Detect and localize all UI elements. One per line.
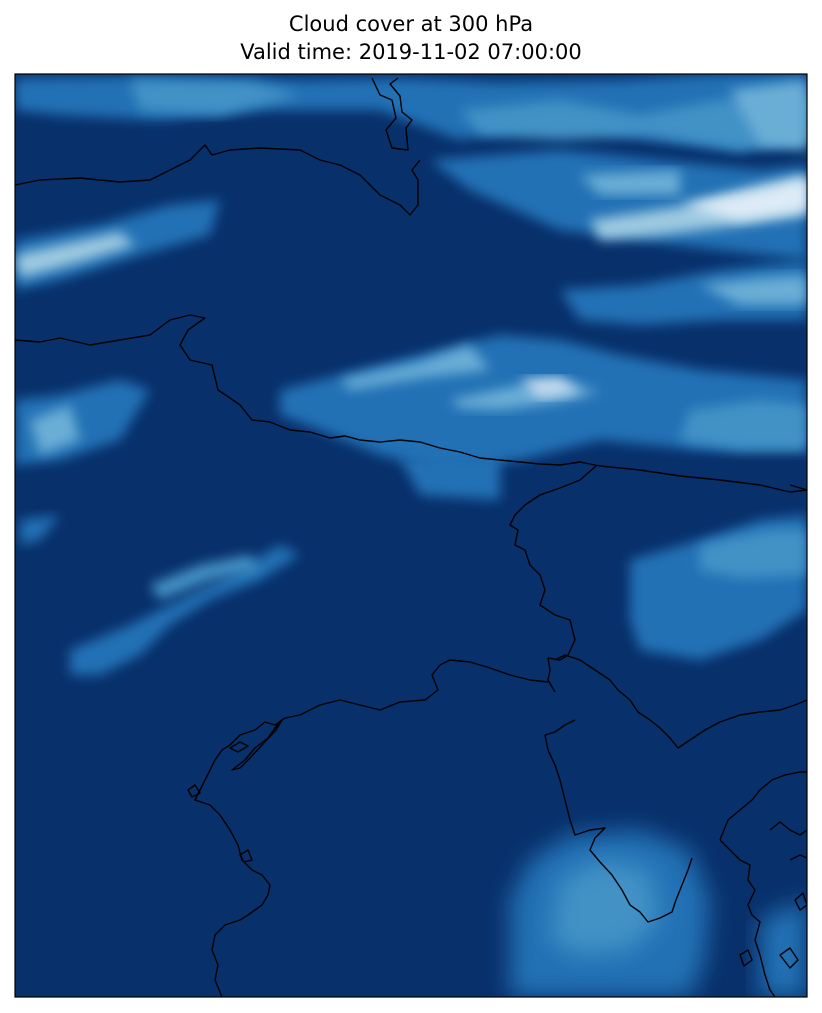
coastline-peninsula: [544, 734, 693, 923]
cloud-blob-south-core: [550, 860, 660, 955]
cloud-streak-upper-left: [15, 232, 135, 278]
coastline-east-islands: [769, 821, 807, 836]
coastlines: [15, 77, 807, 997]
coastline-south-east: [554, 654, 807, 749]
cloud-patch-upper-right-2: [580, 170, 680, 195]
cloud-band-lower-left: [70, 545, 300, 675]
cloud-band-right: [560, 260, 807, 325]
coastline-south-west: [194, 664, 441, 997]
islet-1: [229, 741, 249, 753]
coastline-central-end: [789, 484, 807, 491]
cloud-band-upper-right: [430, 150, 807, 260]
cloud-patch-east: [700, 530, 807, 578]
coastline-peninsula-north: [544, 719, 576, 736]
cloud-patch-north-east: [460, 95, 807, 150]
cloud-patch-west-edge: [20, 515, 60, 545]
cloud-core-central: [520, 378, 580, 398]
cloud-patch-left: [30, 405, 80, 455]
islet-3: [239, 849, 253, 863]
cloud-streak-central-west: [340, 345, 490, 390]
map-area: [15, 74, 807, 997]
islet-7: [794, 892, 807, 911]
cloud-patch-south-east: [760, 900, 807, 997]
islet-5: [739, 949, 753, 967]
plot-title: Cloud cover at 300 hPa: [288, 12, 534, 36]
coastline-south-east-2: [719, 771, 807, 841]
coastline-south-east-3: [719, 839, 776, 997]
islet-6: [779, 947, 799, 969]
islet-4: [789, 854, 807, 861]
cloud-layer: [15, 74, 807, 997]
cloud-patch-north-east-bright: [730, 80, 807, 150]
cloud-patch-north-west: [130, 80, 300, 115]
map-frame: [14, 73, 808, 998]
cloud-patch-right: [700, 275, 807, 305]
coastline-south-bay: [439, 659, 549, 683]
coastline-north: [15, 144, 421, 216]
cloud-patch-central-south: [400, 455, 500, 500]
cloud-streak-lower-left: [150, 555, 260, 600]
cloud-patch-central-east: [680, 400, 807, 450]
valid-time-subtitle: Valid time: 2019-11-02 07:00:00: [240, 40, 582, 64]
cloud-core-upper-right: [680, 178, 807, 220]
island-south-west: [231, 719, 283, 771]
islet-2: [187, 784, 201, 798]
coastline-north-inlet: [371, 77, 413, 151]
coastline-central: [15, 314, 807, 493]
